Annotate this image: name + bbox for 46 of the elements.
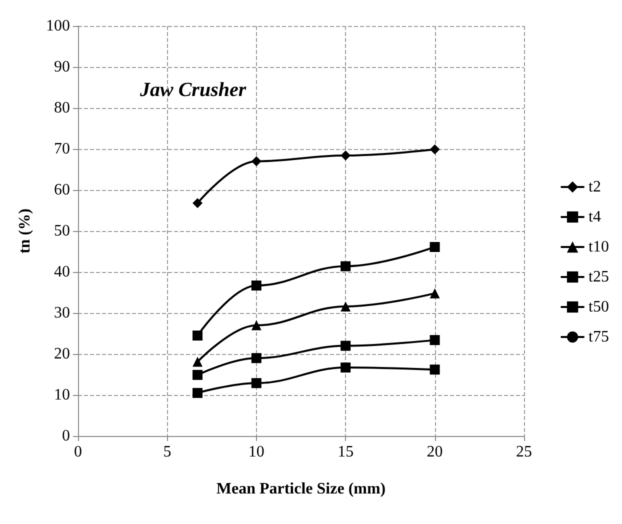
y-tick-label: 30 — [54, 304, 70, 322]
point — [430, 242, 440, 252]
point — [192, 330, 203, 341]
point — [430, 144, 440, 154]
legend-label: t25 — [588, 268, 610, 286]
point — [251, 378, 262, 388]
point — [340, 362, 351, 373]
y-tick-label: 0 — [62, 428, 70, 444]
x-tick-label: 15 — [338, 444, 354, 460]
point — [251, 280, 262, 291]
legend-label: t75 — [588, 328, 610, 346]
legend-label: t50 — [588, 298, 610, 316]
y-tick-label: 40 — [54, 264, 70, 280]
point — [430, 364, 440, 375]
point — [340, 261, 351, 272]
point — [340, 301, 351, 312]
point — [430, 288, 440, 298]
x-tick-label: 0 — [74, 444, 82, 460]
y-tick-label: 90 — [54, 58, 70, 76]
point — [340, 340, 351, 351]
annotation: Jaw Crusher — [139, 79, 246, 101]
y-tick-label: 50 — [54, 222, 70, 240]
y-axis-title: tn (%) — [16, 208, 34, 254]
point — [192, 198, 203, 208]
y-tick-label: 100 — [46, 18, 70, 34]
point — [340, 150, 351, 161]
x-axis-title: Mean Particle Size (mm) — [216, 480, 386, 498]
x-tick-label: 20 — [426, 444, 443, 460]
y-tick-label: 60 — [54, 182, 70, 198]
x-tick-label: 25 — [516, 444, 532, 460]
y-tick-label: 10 — [54, 386, 70, 404]
legend-label: t2 — [588, 178, 602, 196]
legend-label: t4 — [588, 208, 602, 226]
x-tick-label: 5 — [163, 444, 172, 460]
point — [251, 320, 262, 330]
point — [192, 388, 203, 398]
point — [251, 353, 262, 364]
y-tick-label: 70 — [54, 140, 70, 158]
legend-label: t10 — [588, 238, 610, 256]
point — [192, 356, 203, 367]
y-tick-label: 80 — [54, 100, 70, 116]
y-tick-label: 20 — [54, 346, 70, 362]
point — [251, 156, 262, 166]
point — [430, 335, 440, 346]
point — [192, 370, 203, 380]
x-tick-label: 10 — [248, 444, 264, 460]
